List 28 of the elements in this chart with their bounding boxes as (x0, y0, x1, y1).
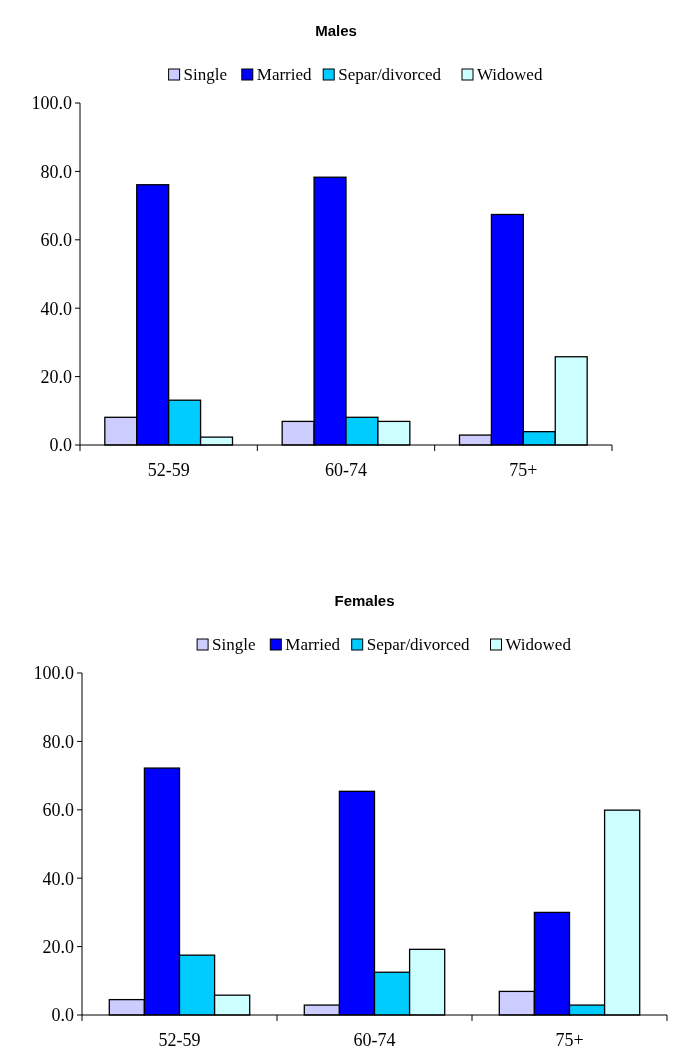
legend-label: Separ/divorced (366, 635, 471, 654)
y-tick-label: 60.0 (42, 800, 74, 821)
y-tick-label: 20.0 (42, 936, 74, 957)
x-tick-label: 52-59 (158, 1030, 201, 1050)
chart-title: Males (315, 22, 357, 39)
legend-label: Single (212, 635, 256, 654)
y-tick-label: 40.0 (42, 868, 74, 889)
y-tick-label: 100.0 (31, 93, 72, 114)
y-tick-label: 100.0 (33, 663, 74, 684)
legend-label: Widowed (505, 635, 572, 654)
legend-label: Widowed (477, 65, 543, 84)
chart-title: Females (334, 592, 395, 609)
legend-label: Married (256, 65, 313, 84)
x-tick-label: 75+ (555, 1030, 584, 1050)
x-tick-label: 60-74 (325, 460, 367, 480)
legend-label: Married (285, 635, 341, 654)
x-tick-label: 52-59 (147, 460, 190, 480)
legend-label: Separ/divorced (338, 65, 442, 84)
legend-label: Single (183, 65, 228, 84)
y-tick-label: 40.0 (40, 298, 72, 319)
x-tick-label: 75+ (509, 460, 538, 480)
x-tick-label: 60-74 (353, 1030, 396, 1050)
y-tick-label: 80.0 (42, 731, 74, 752)
y-tick-label: 0.0 (49, 435, 72, 456)
y-tick-label: 60.0 (40, 230, 72, 251)
y-tick-label: 80.0 (40, 161, 72, 182)
y-tick-label: 20.0 (40, 366, 72, 387)
y-tick-label: 0.0 (51, 1005, 74, 1026)
